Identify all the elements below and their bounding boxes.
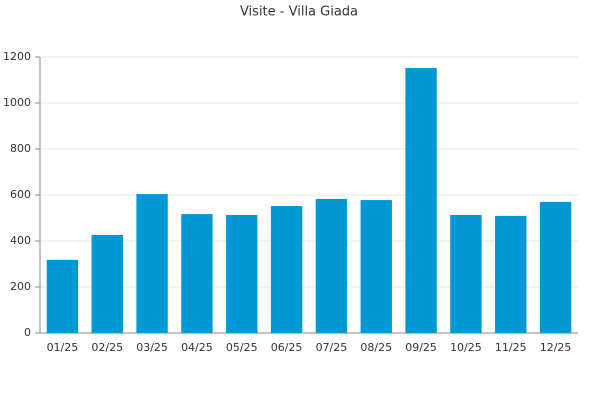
x-tick-label: 11/25	[495, 341, 527, 354]
y-tick-label: 600	[10, 188, 31, 201]
x-tick-label: 04/25	[181, 341, 213, 354]
bar	[405, 68, 437, 333]
bar	[539, 201, 572, 333]
bar	[181, 214, 213, 333]
y-tick-label: 400	[10, 234, 31, 247]
bar	[360, 200, 392, 333]
bar	[495, 215, 527, 333]
x-tick-label: 09/25	[405, 341, 437, 354]
x-tick-label: 03/25	[136, 341, 168, 354]
x-tick-label: 08/25	[360, 341, 392, 354]
y-tick-label: 0	[24, 326, 31, 339]
bar	[270, 206, 303, 333]
bar	[450, 215, 482, 333]
x-tick-label: 07/25	[316, 341, 348, 354]
y-tick-label: 1000	[3, 96, 31, 109]
bar	[46, 259, 79, 333]
x-tick-label: 02/25	[91, 341, 123, 354]
x-tick-label: 05/25	[226, 341, 258, 354]
x-tick-label: 06/25	[271, 341, 303, 354]
y-tick-label: 200	[10, 280, 31, 293]
bar	[91, 235, 123, 333]
bar	[226, 215, 258, 333]
bar	[315, 198, 348, 333]
chart-title: Visite - Villa Giada	[240, 5, 358, 20]
x-tick-label: 10/25	[450, 341, 482, 354]
x-tick-label: 12/25	[540, 341, 572, 354]
bar	[136, 194, 168, 333]
y-tick-label: 1200	[3, 50, 31, 63]
y-tick-label: 800	[10, 142, 31, 155]
x-tick-label: 01/25	[47, 341, 79, 354]
